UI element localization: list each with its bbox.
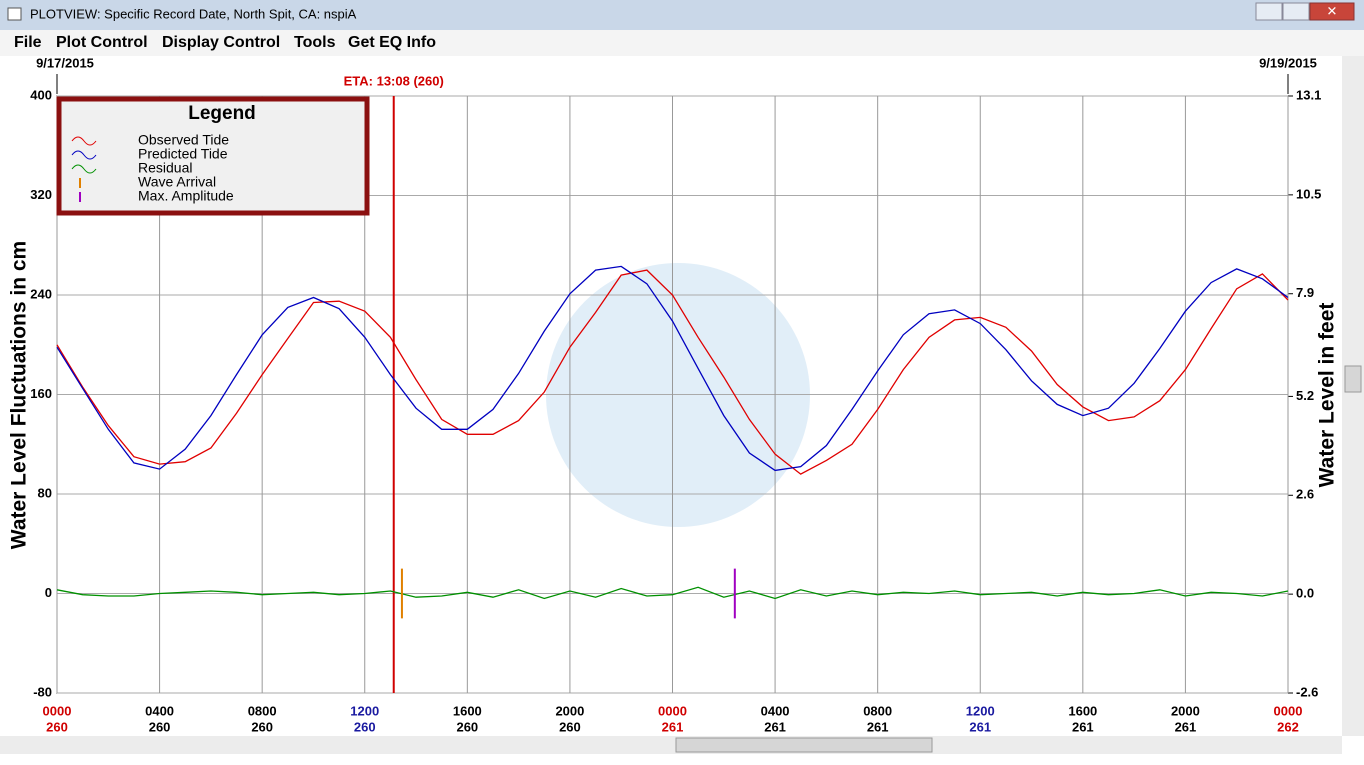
y2-tick-label: 7.9 — [1296, 285, 1314, 300]
y-axis-label: Water Level Fluctuations in cm — [8, 241, 31, 549]
x-tick-day: 261 — [1072, 719, 1094, 734]
x-tick-label: 2000 — [1171, 703, 1200, 718]
x-tick-label: 0800 — [248, 703, 277, 718]
legend-label: Predicted Tide — [138, 146, 228, 162]
x-tick-label: 0000 — [658, 703, 687, 718]
y-tick-label: 0 — [45, 585, 52, 600]
y-tick-label: 400 — [30, 87, 52, 102]
legend-label: Residual — [138, 160, 192, 176]
maximize-button[interactable] — [1282, 2, 1310, 21]
x-tick-label: 0400 — [145, 703, 174, 718]
series-line — [56, 586, 1289, 600]
legend-label: Max. Amplitude — [138, 188, 234, 204]
x-tick-day: 260 — [354, 719, 376, 734]
title-bar — [0, 0, 1364, 30]
legend-box — [56, 96, 370, 216]
x-tick-label: 0000 — [1274, 703, 1303, 718]
y-tick-label: 240 — [30, 286, 52, 301]
x-tick-label: 1600 — [1068, 703, 1097, 718]
y-tick-label: 160 — [30, 386, 52, 401]
scroll-thumb[interactable] — [675, 737, 933, 753]
x-tick-label: 0800 — [863, 703, 892, 718]
close-icon: ✕ — [1327, 3, 1338, 18]
y-tick-label: 320 — [30, 187, 52, 202]
x-tick-day: 260 — [251, 719, 273, 734]
y2-tick-label: 5.2 — [1296, 388, 1314, 403]
vertical-scrollbar[interactable] — [1342, 56, 1364, 736]
series-line — [56, 265, 1289, 472]
y2-tick-label: 2.6 — [1296, 487, 1314, 502]
menu-item[interactable]: Get EQ Info — [348, 34, 436, 51]
x-tick-day: 260 — [149, 719, 171, 734]
x-tick-day: 261 — [1175, 719, 1197, 734]
legend-label: Wave Arrival — [138, 174, 216, 190]
menu-bar — [0, 30, 1364, 56]
scroll-thumb[interactable] — [1344, 365, 1362, 393]
y2-tick-label: 10.5 — [1296, 186, 1321, 201]
x-tick-label: 0000 — [43, 703, 72, 718]
x-tick-day: 262 — [1277, 719, 1299, 734]
x-tick-label: 1200 — [966, 703, 995, 718]
menu: File Plot Control Display Control Tools Get … — [14, 34, 436, 51]
legend-swatch — [71, 150, 97, 160]
horizontal-scrollbar[interactable] — [0, 736, 1342, 754]
start-date: 9/17/2015 — [36, 55, 94, 70]
legend-title: Legend — [188, 103, 256, 124]
legend-swatch — [71, 136, 97, 146]
menu-item[interactable]: Display Control — [162, 34, 280, 51]
x-tick-label: 1600 — [453, 703, 482, 718]
app-icon — [7, 7, 22, 21]
x-tick-label: 0400 — [761, 703, 790, 718]
plot: -80 0 80 160 240 320 400 -2.6 0.0 2.6 5.2 7.9 10.5 13… — [8, 55, 1339, 734]
menu-item[interactable]: Plot Control — [56, 34, 148, 51]
minimize-button[interactable] — [1255, 2, 1283, 21]
x-tick-day: 260 — [46, 719, 68, 734]
x-tick-label: 1200 — [350, 703, 379, 718]
legend-swatch — [71, 164, 97, 174]
series-line — [56, 269, 1289, 475]
x-tick-day: 260 — [456, 719, 478, 734]
window-title: PLOTVIEW: Specific Record Date, North Sp… — [30, 6, 357, 21]
x-tick-label: 2000 — [555, 703, 584, 718]
close-button[interactable] — [1309, 2, 1355, 21]
x-tick-day: 260 — [559, 719, 581, 734]
eta-label: ETA: 13:08 (260) — [344, 73, 444, 88]
y2-tick-label: 13.1 — [1296, 87, 1321, 102]
end-date: 9/19/2015 — [1259, 55, 1317, 70]
x-tick-day: 261 — [662, 719, 684, 734]
x-tick-day: 261 — [969, 719, 991, 734]
x-tick-day: 261 — [764, 719, 786, 734]
y-tick-label: 80 — [38, 485, 52, 500]
y2-tick-label: 0.0 — [1296, 586, 1314, 601]
y2-axis-label: Water Level in feet — [1316, 303, 1339, 488]
legend-label: Observed Tide — [138, 132, 229, 148]
y-tick-label: -80 — [33, 684, 52, 699]
menu-item[interactable]: Tools — [294, 34, 336, 51]
menu-item[interactable]: File — [14, 34, 42, 51]
x-tick-day: 261 — [867, 719, 889, 734]
y2-tick-label: -2.6 — [1296, 684, 1318, 699]
